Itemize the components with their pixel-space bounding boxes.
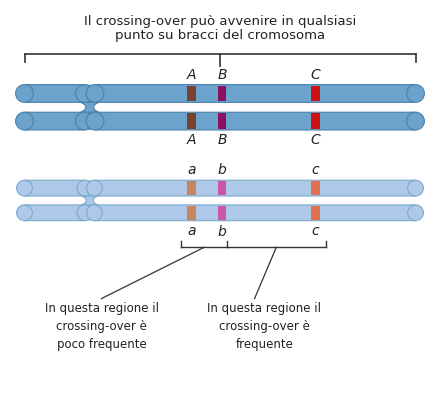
Bar: [187, 206, 196, 220]
FancyBboxPatch shape: [25, 205, 85, 221]
FancyBboxPatch shape: [94, 180, 415, 196]
Text: punto su bracci del cromosoma: punto su bracci del cromosoma: [115, 29, 325, 42]
FancyBboxPatch shape: [95, 112, 415, 130]
Text: $B$: $B$: [217, 133, 227, 147]
Circle shape: [75, 85, 93, 102]
Circle shape: [86, 85, 104, 102]
Bar: [217, 86, 226, 102]
Text: $A$: $A$: [186, 68, 197, 82]
Circle shape: [407, 112, 424, 130]
Circle shape: [86, 112, 104, 130]
Polygon shape: [79, 107, 101, 130]
Polygon shape: [80, 200, 99, 205]
Text: $C$: $C$: [310, 133, 321, 147]
Bar: [311, 181, 320, 195]
Text: $A$: $A$: [186, 133, 197, 147]
Bar: [217, 113, 226, 129]
Circle shape: [407, 205, 423, 221]
Bar: [311, 206, 320, 220]
Text: $b$: $b$: [217, 224, 227, 239]
Circle shape: [17, 180, 32, 196]
Polygon shape: [82, 196, 97, 205]
Polygon shape: [79, 102, 101, 107]
Text: In questa regione il
crossing-over è
poco frequente: In questa regione il crossing-over è poc…: [45, 301, 158, 350]
Text: $c$: $c$: [311, 163, 321, 177]
FancyBboxPatch shape: [94, 205, 415, 221]
Polygon shape: [79, 85, 101, 107]
Circle shape: [75, 112, 93, 130]
Text: $a$: $a$: [187, 163, 196, 177]
Bar: [217, 206, 226, 220]
Bar: [187, 86, 196, 102]
Text: Il crossing-over può avvenire in qualsiasi: Il crossing-over può avvenire in qualsia…: [84, 15, 356, 28]
Bar: [311, 86, 320, 102]
Polygon shape: [80, 196, 99, 200]
FancyBboxPatch shape: [25, 180, 85, 196]
FancyBboxPatch shape: [25, 85, 84, 102]
Text: $C$: $C$: [310, 68, 321, 82]
Circle shape: [15, 85, 34, 102]
Circle shape: [17, 205, 32, 221]
Polygon shape: [80, 180, 99, 200]
Circle shape: [77, 180, 93, 196]
FancyBboxPatch shape: [95, 85, 415, 102]
Bar: [187, 113, 196, 129]
Text: In questa regione il
crossing-over è
frequente: In questa regione il crossing-over è fre…: [207, 301, 321, 350]
Text: $b$: $b$: [217, 162, 227, 177]
Text: $B$: $B$: [217, 68, 227, 82]
Bar: [217, 181, 226, 195]
Text: $c$: $c$: [311, 224, 321, 238]
Bar: [311, 113, 320, 129]
Circle shape: [77, 205, 93, 221]
Bar: [187, 181, 196, 195]
Circle shape: [86, 205, 102, 221]
Polygon shape: [82, 102, 97, 112]
Circle shape: [407, 180, 423, 196]
Circle shape: [407, 85, 424, 102]
FancyBboxPatch shape: [25, 112, 84, 130]
Polygon shape: [79, 107, 101, 112]
Polygon shape: [80, 200, 99, 221]
Circle shape: [86, 180, 102, 196]
Circle shape: [15, 112, 34, 130]
Text: $a$: $a$: [187, 224, 196, 238]
